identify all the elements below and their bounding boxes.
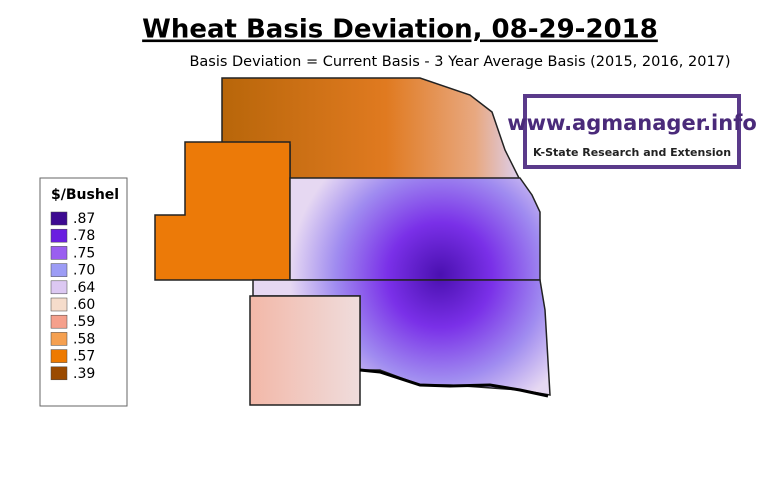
legend-label: .39: [73, 366, 95, 382]
logo: www.agmanager.info K-State Research and …: [507, 94, 757, 169]
legend-swatch: [50, 297, 68, 312]
legend-swatch: [50, 314, 68, 329]
legend-label: .75: [73, 245, 95, 261]
legend-swatch: [50, 366, 68, 381]
legend-swatch: [50, 280, 68, 295]
red-river: [359, 368, 549, 398]
legend-swatch: [50, 349, 68, 363]
logo-url: www.agmanager.info: [507, 111, 757, 135]
legend-swatch: [50, 246, 68, 260]
legend-label: .60: [73, 297, 95, 313]
legend-label: .87: [73, 211, 95, 227]
legend-title: $/Bushel: [51, 187, 119, 203]
legend-label: .59: [73, 314, 95, 330]
legend-label: .64: [73, 280, 95, 296]
states: [154, 77, 551, 406]
title: Wheat Basis Deviation, 08-29-2018: [142, 15, 658, 45]
legend-label: .78: [73, 228, 95, 244]
legend-label: .58: [73, 331, 95, 347]
subtitle: Basis Deviation = Current Basis - 3 Year…: [189, 54, 730, 70]
logo-org: K-State Research and Extension: [533, 146, 731, 159]
kansas: [289, 177, 541, 281]
legend-label: .70: [73, 263, 95, 279]
legend: $/Bushel .87.78.75 .70.64.60.59.58 .57.39: [39, 177, 128, 407]
texas-panhandle: [249, 295, 361, 406]
legend-swatch: [50, 211, 68, 226]
legend-label: .57: [73, 349, 95, 365]
legend-swatch: [50, 228, 68, 243]
logo-frame: [523, 94, 741, 169]
legend-swatch: [50, 332, 68, 346]
legend-swatch: [50, 263, 68, 277]
colorado: [154, 141, 291, 281]
